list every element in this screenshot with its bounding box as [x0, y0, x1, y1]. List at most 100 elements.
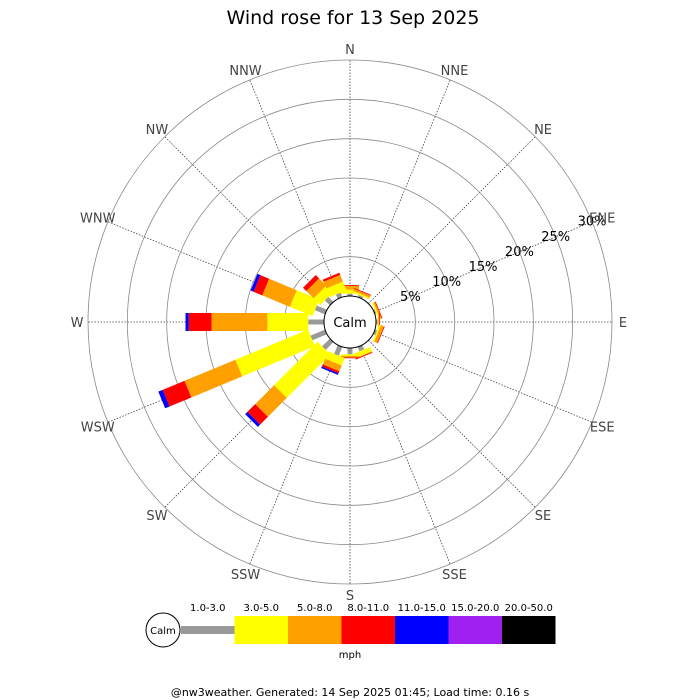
direction-label-wsw: WSW	[81, 420, 115, 435]
bar-ese-bin4	[377, 326, 385, 344]
direction-label-sw: SW	[146, 509, 167, 524]
bar-sse-bin3	[355, 351, 373, 359]
direction-label-ne: NE	[534, 123, 552, 138]
ring-label-5: 5%	[400, 290, 421, 305]
direction-label-ene: ENE	[589, 212, 615, 227]
wind-bars	[158, 272, 385, 427]
legend-swatch-4	[341, 616, 395, 644]
bar-ssw-bin4	[321, 364, 340, 374]
bar-s-bin4	[341, 357, 359, 359]
bar-w-bin2	[267, 313, 309, 331]
bar-nne-bin4	[354, 287, 371, 296]
legend-label-7: 20.0-50.0	[505, 603, 553, 614]
bar-s-bin2	[341, 354, 359, 356]
bar-ese-bin1	[373, 329, 378, 336]
legend-calm-circle	[145, 612, 181, 648]
bar-w-bin3	[211, 313, 268, 331]
bar-n-bin4	[341, 284, 359, 286]
legend-swatch-2	[234, 616, 288, 644]
legend-swatch-7	[502, 616, 556, 644]
direction-label-s: S	[346, 589, 354, 604]
bar-nw-bin3	[306, 278, 327, 299]
bar-s-bin1	[347, 348, 353, 355]
direction-label-nnw: NNW	[229, 64, 261, 79]
chart-title: Wind rose for 13 Sep 2025	[226, 7, 479, 29]
bar-wnw-bin5	[250, 273, 261, 292]
bar-nw-bin4	[303, 275, 320, 292]
direction-label-se: SE	[535, 509, 551, 524]
calm-label: Calm	[333, 316, 366, 331]
bar-s-bin3	[341, 355, 359, 358]
legend: Calm 1.0-3.0 3.0-5.0 5.0-8.0 8.0-11.0 11.0-15…	[145, 603, 556, 661]
direction-label-sse: SSE	[442, 568, 467, 583]
ring-label-30: 30%	[578, 215, 607, 230]
direction-label-ssw: SSW	[231, 568, 261, 583]
ring-labels: 5% 10% 15% 20% 25% 30%	[400, 215, 606, 305]
direction-label-e: E	[619, 316, 627, 331]
bar-nnw-bin3	[323, 274, 343, 289]
bar-ese-bin3	[374, 325, 385, 343]
bar-wnw-bin2	[289, 290, 320, 317]
legend-label-2: 3.0-5.0	[244, 603, 279, 614]
bar-e-bin1	[376, 319, 378, 325]
bar-sw-bin1	[322, 338, 334, 350]
bar-e-bin2	[377, 313, 379, 331]
legend-label-5: 11.0-15.0	[398, 603, 446, 614]
bar-ssw-bin3	[322, 358, 342, 372]
bar-e-bin4	[379, 313, 380, 331]
ring-25	[126, 98, 574, 546]
bar-ene-bin1	[373, 309, 377, 315]
calm-center: Calm	[323, 295, 377, 349]
bar-nne-bin1	[357, 294, 364, 299]
bar-ese-bin2	[372, 324, 382, 342]
direction-label-ese: ESE	[590, 420, 615, 435]
bar-nnw-bin4	[322, 272, 341, 282]
ring-30	[87, 59, 613, 585]
bar-sse-bin4	[355, 352, 373, 360]
ring-label-25: 25%	[541, 230, 570, 245]
ring-label-15: 15%	[469, 260, 498, 275]
bar-sw-bin2	[274, 341, 331, 398]
bar-wsw-bin2	[235, 329, 315, 377]
bar-nne-bin3	[353, 288, 371, 298]
footer-text: @nw3weather. Generated: 14 Sep 2025 01:4…	[171, 686, 530, 699]
direction-label-nne: NNE	[441, 64, 469, 79]
legend-label-1: 1.0-3.0	[190, 603, 225, 614]
bar-w-bin4	[188, 313, 212, 331]
bar-wnw-bin3	[262, 278, 297, 307]
ring-20	[166, 138, 534, 506]
legend-swatch-5	[395, 616, 449, 644]
bar-wsw-bin1	[310, 329, 327, 341]
bar-wsw-bin3	[184, 359, 243, 398]
direction-label-w: W	[71, 316, 84, 331]
bar-wsw-bin4	[162, 380, 192, 407]
legend-swatch-3	[288, 616, 342, 644]
bar-ene-bin4	[374, 301, 383, 319]
bar-sw-bin5	[245, 411, 261, 427]
direction-labels: N NNE NE ENE E ESE SE SSE S SSW SW WSW W WNW NW NNW	[71, 43, 628, 604]
legend-label-6: 15.0-20.0	[451, 603, 499, 614]
bar-nne-bin2	[352, 290, 370, 300]
direction-label-wnw: WNW	[80, 212, 116, 227]
direction-label-nw: NW	[146, 123, 169, 138]
bar-e-bin3	[378, 313, 380, 331]
calm-circle	[323, 295, 377, 349]
bar-ssw-bin2	[325, 351, 345, 366]
bar-n-bin1	[347, 293, 353, 296]
bar-wsw-bin5	[158, 389, 170, 409]
ring-label-10: 10%	[432, 275, 461, 290]
legend-swatch-1	[181, 626, 235, 634]
bar-wnw-bin1	[314, 305, 327, 315]
ring-label-20: 20%	[505, 245, 534, 260]
bar-w-bin5	[185, 313, 189, 331]
bar-sw-bin4	[247, 404, 268, 425]
bar-nw-bin1	[324, 296, 334, 306]
bar-nnw-bin2	[326, 281, 347, 298]
legend-unit: mph	[339, 650, 361, 661]
bar-wnw-bin4	[253, 275, 270, 296]
legend-label-3: 5.0-8.0	[297, 603, 332, 614]
legend-swatch-6	[448, 616, 502, 644]
legend-label-4: 8.0-11.0	[347, 603, 389, 614]
bar-sw-bin3	[255, 385, 287, 417]
